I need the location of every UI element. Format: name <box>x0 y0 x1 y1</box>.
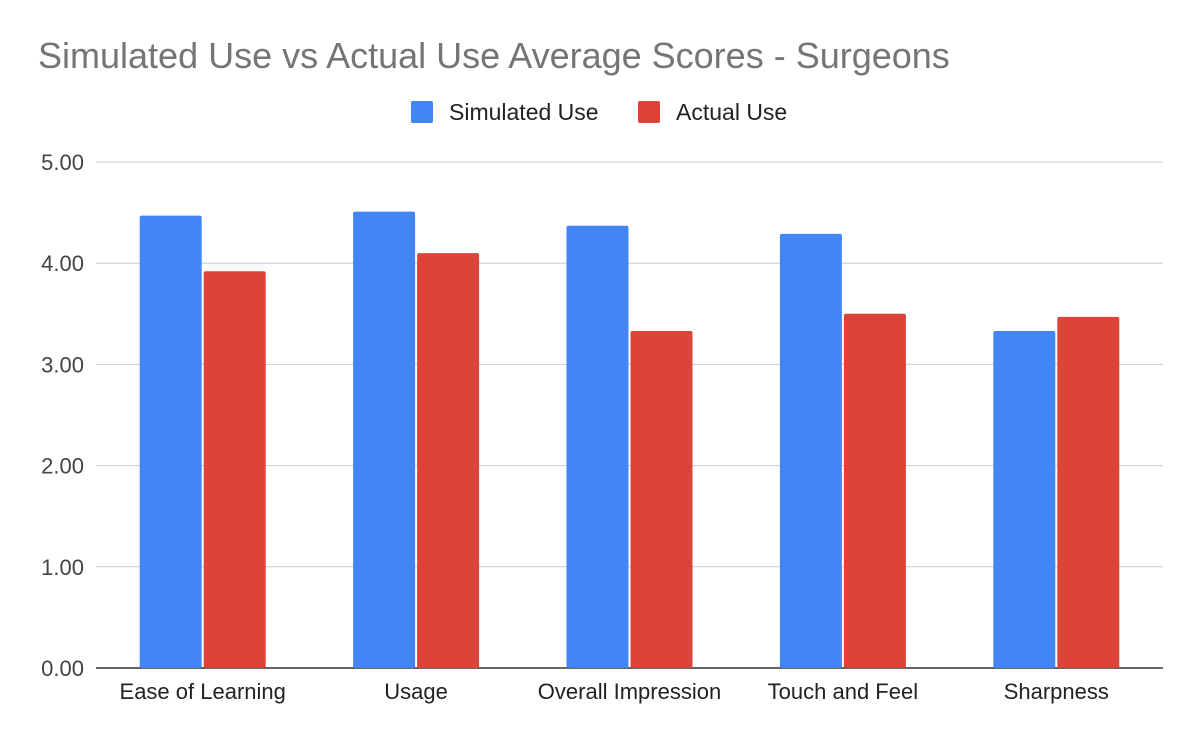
bar-simulated-use-usage <box>353 211 416 668</box>
legend-swatch-simulated-use <box>411 101 433 123</box>
bar-simulated-use-overall-impression <box>566 225 629 669</box>
y-tick-label: 5.00 <box>41 150 84 175</box>
y-axis-tick-labels: 0.00 1.00 2.00 3.00 4.00 5.00 <box>41 150 84 681</box>
bars <box>139 211 1120 669</box>
y-tick-label: 0.00 <box>41 656 84 681</box>
bar-actual-use-overall-impression <box>630 331 693 668</box>
x-category-label: Touch and Feel <box>768 679 918 704</box>
y-tick-label: 3.00 <box>41 352 84 377</box>
bar-actual-use-ease-of-learning <box>203 271 266 668</box>
x-category-label: Overall Impression <box>538 679 721 704</box>
x-axis-category-labels: Ease of Learning Usage Overall Impression T… <box>120 679 1109 704</box>
legend-swatch-actual-use <box>638 101 660 123</box>
bar-actual-use-touch-and-feel <box>843 313 906 668</box>
gridlines <box>96 161 1163 669</box>
bar-simulated-use-sharpness <box>993 331 1056 668</box>
x-category-label: Ease of Learning <box>120 679 286 704</box>
bar-simulated-use-ease-of-learning <box>139 215 202 669</box>
bar-actual-use-sharpness <box>1057 316 1120 668</box>
chart-title: Simulated Use vs Actual Use Average Scor… <box>38 35 950 76</box>
y-tick-label: 4.00 <box>41 251 84 276</box>
x-category-label: Sharpness <box>1004 679 1109 704</box>
legend-label-simulated-use: Simulated Use <box>449 99 599 125</box>
bar-actual-use-usage <box>417 253 480 668</box>
x-category-label: Usage <box>384 679 448 704</box>
bar-simulated-use-touch-and-feel <box>779 233 842 669</box>
legend: Simulated Use Actual Use <box>411 99 787 125</box>
legend-label-actual-use: Actual Use <box>676 99 787 125</box>
y-tick-label: 2.00 <box>41 454 84 479</box>
y-tick-label: 1.00 <box>41 555 84 580</box>
